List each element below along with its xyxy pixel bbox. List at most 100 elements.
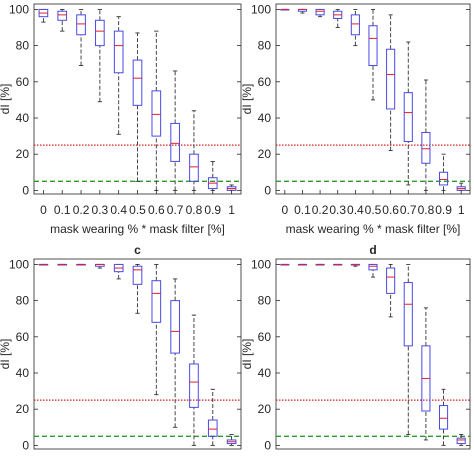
x-tick-label: 0.3 (329, 203, 346, 217)
box-iqr (95, 19, 105, 47)
box-2 (76, 263, 86, 266)
x-tick-label: 0.1 (294, 203, 311, 217)
box-4 (113, 16, 124, 135)
x-tick-label: 0.4 (110, 203, 127, 217)
box-3 (333, 8, 343, 28)
y-tick-label: 20 (16, 402, 30, 416)
box-iqr (132, 265, 143, 285)
box-6 (151, 263, 162, 396)
y-tick-label: 60 (16, 75, 30, 89)
box-8 (421, 79, 431, 191)
box-6 (386, 14, 396, 152)
y-tick-label: 0 (22, 438, 29, 452)
y-tick-label: 100 (251, 257, 271, 271)
panel-2: 0 20 40 60 80 100 dI [%] 0 0.1 0.2 0.3 0.4 0.5 0.6 0.7… (240, 2, 471, 236)
box-9 (207, 388, 218, 446)
y-tick-label: 80 (16, 294, 30, 308)
box-5 (132, 32, 143, 182)
box-iqr (403, 282, 413, 347)
box-1 (57, 263, 68, 266)
box-iqr (403, 92, 413, 143)
y-tick-label: 20 (258, 147, 272, 161)
box-6 (151, 30, 162, 191)
y-axis-label: dI [%] (0, 339, 12, 370)
box-7 (170, 278, 180, 428)
x-tick-label: 0.8 (418, 203, 435, 217)
box-10 (456, 182, 466, 191)
box-10 (456, 434, 466, 446)
box-0 (38, 8, 49, 23)
x-tick-label: 1 (228, 203, 235, 217)
panel-title: d (369, 243, 376, 257)
y-tick-label: 20 (258, 402, 272, 416)
box-iqr (57, 10, 68, 21)
x-tick-label: 0.7 (400, 203, 417, 217)
panel-4: 0 20 40 60 80 100 dI [%] d (240, 243, 471, 452)
y-tick-label: 60 (16, 330, 30, 344)
y-axis-label: dI [%] (240, 84, 254, 115)
x-tick-label: 0.2 (312, 203, 329, 217)
box-iqr (438, 405, 449, 430)
box-2 (315, 263, 325, 266)
x-tick-label: 0.5 (365, 203, 382, 217)
x-tick-label: 0.7 (167, 203, 184, 217)
box-iqr (189, 153, 199, 182)
x-tick-label: 0.6 (382, 203, 399, 217)
y-tick-label: 100 (9, 257, 29, 271)
box-4 (113, 263, 124, 280)
x-tick-label: 0 (281, 203, 288, 217)
box-iqr (386, 48, 396, 110)
box-9 (438, 388, 449, 446)
y-tick-label: 0 (264, 438, 271, 452)
plot-frame (275, 258, 471, 450)
box-7 (403, 263, 413, 435)
box-iqr (151, 280, 162, 323)
box-3 (333, 263, 343, 266)
y-tick-label: 20 (16, 147, 30, 161)
y-tick-label: 80 (16, 39, 30, 53)
x-tick-label: 0.8 (186, 203, 203, 217)
x-tick-label: 0.2 (73, 203, 90, 217)
box-iqr (151, 90, 162, 137)
box-iqr (421, 131, 431, 164)
box-7 (403, 41, 413, 186)
box-0 (280, 8, 290, 11)
y-tick-label: 40 (16, 366, 30, 380)
box-1 (57, 8, 68, 32)
x-tick-label: 0.3 (92, 203, 109, 217)
y-axis-label: dI [%] (240, 339, 254, 370)
x-tick-label: 0.6 (148, 203, 165, 217)
box-8 (189, 110, 199, 191)
box-4 (350, 263, 360, 267)
box-0 (280, 263, 290, 266)
x-tick-label: 0.9 (204, 203, 221, 217)
box-2 (76, 8, 86, 66)
y-tick-label: 80 (258, 39, 272, 53)
box-10 (226, 184, 237, 191)
y-tick-label: 40 (16, 111, 30, 125)
box-iqr (350, 14, 360, 36)
box-8 (421, 307, 431, 441)
x-tick-label: 0.9 (435, 203, 452, 217)
box-7 (170, 70, 180, 191)
x-tick-label: 0.5 (129, 203, 146, 217)
panel-title: c (134, 243, 141, 257)
box-4 (350, 8, 360, 47)
box-iqr (170, 300, 180, 354)
box-1 (297, 8, 308, 14)
y-tick-label: 100 (251, 2, 271, 16)
plot-frame (33, 258, 242, 450)
y-tick-label: 100 (9, 2, 29, 16)
box-10 (226, 434, 237, 446)
y-tick-label: 0 (22, 183, 29, 197)
x-axis-label: mask wearing % * mask filter [%] (50, 222, 225, 236)
y-tick-label: 40 (258, 366, 272, 380)
panel-3: 0 20 40 60 80 100 dI [%] c (0, 243, 242, 452)
y-axis-label: dI [%] (0, 84, 12, 115)
box-iqr (368, 25, 378, 67)
box-iqr (189, 363, 199, 408)
y-tick-label: 0 (264, 183, 271, 197)
box-iqr (76, 14, 86, 36)
x-tick-label: 1 (458, 203, 465, 217)
